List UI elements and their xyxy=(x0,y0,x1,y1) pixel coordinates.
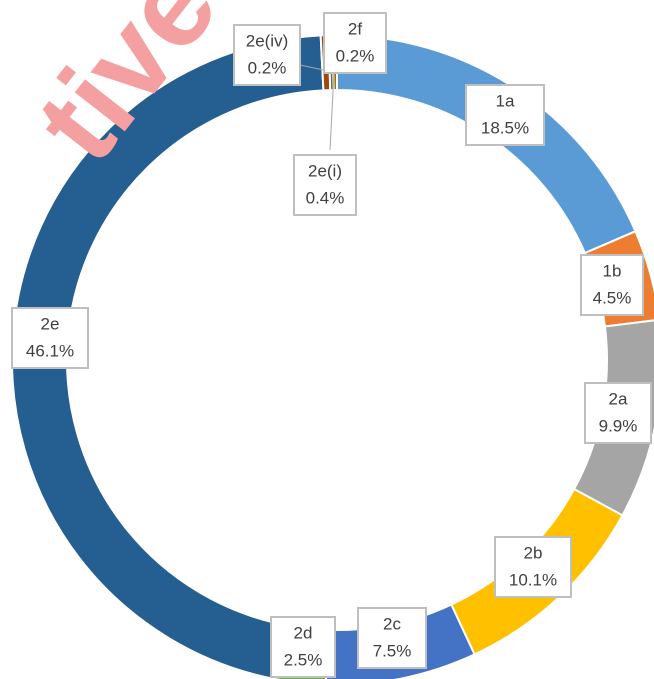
label-box xyxy=(580,254,644,316)
label-category: 2f xyxy=(348,19,362,38)
label-box xyxy=(11,307,89,369)
label-box xyxy=(293,154,357,216)
donut-slice xyxy=(10,34,325,679)
label-value: 9.9% xyxy=(599,416,638,435)
label-category: 1a xyxy=(496,91,515,110)
label-category: 2d xyxy=(294,623,313,642)
label-value: 46.1% xyxy=(26,341,74,360)
label-value: 2.5% xyxy=(284,650,323,669)
label-box xyxy=(494,536,572,598)
label-box xyxy=(465,84,545,146)
label-value: 10.1% xyxy=(509,570,557,589)
label-value: 4.5% xyxy=(593,288,632,307)
data-labels: 1a 18.5% 1b 4.5% 2a 9.9% 2b 10.1% 2c 7.5% 2d 2.5% 2e… xyxy=(11,12,652,678)
label-category: 2e(iv) xyxy=(246,31,289,50)
label-category: 2e xyxy=(41,314,60,333)
label-category: 2c xyxy=(383,614,401,633)
label-category: 2e(i) xyxy=(308,161,342,180)
label-value: 0.2% xyxy=(248,58,287,77)
label-box xyxy=(323,12,387,74)
label-value: 0.4% xyxy=(306,188,345,207)
label-category: 2b xyxy=(524,543,543,562)
label-value: 0.2% xyxy=(336,46,375,65)
label-box xyxy=(357,607,427,669)
label-box xyxy=(233,24,301,86)
label-value: 18.5% xyxy=(481,118,529,137)
label-category: 1b xyxy=(603,261,622,280)
label-box xyxy=(270,616,336,678)
label-value: 7.5% xyxy=(373,641,412,660)
label-box xyxy=(584,382,652,444)
label-category: 2a xyxy=(609,389,628,408)
